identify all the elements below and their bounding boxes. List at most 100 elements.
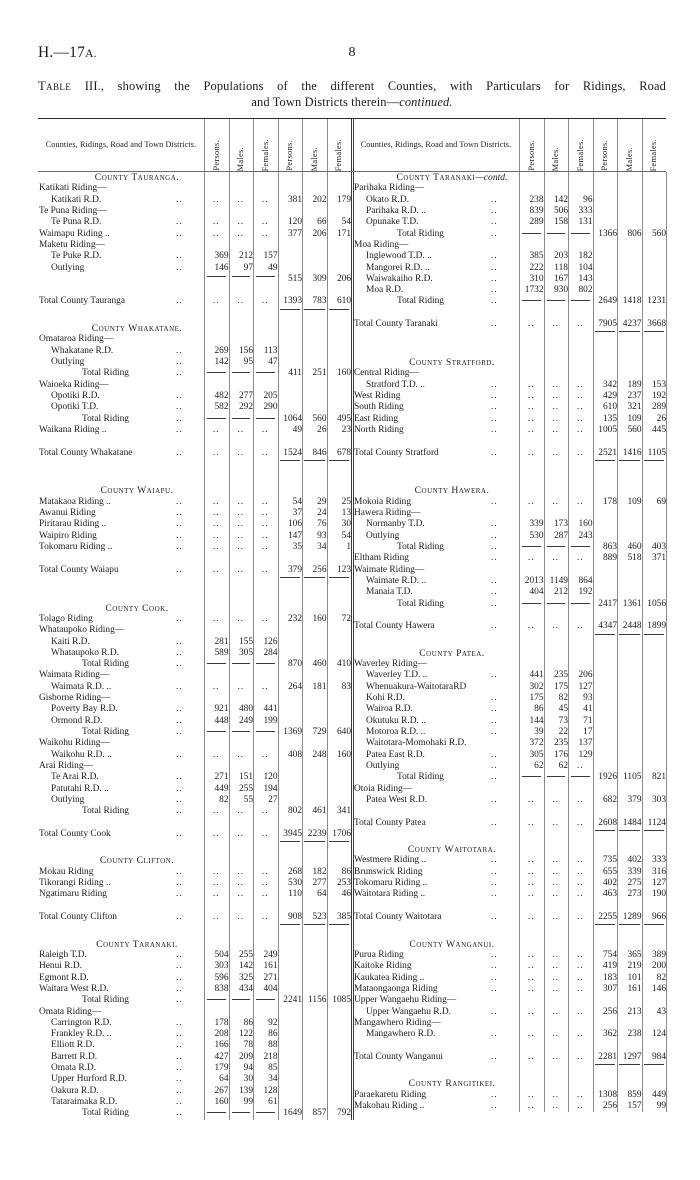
district-label: Opotiki R.D. bbox=[51, 390, 100, 401]
value-cell: 463 bbox=[602, 889, 617, 900]
section-underline bbox=[328, 459, 349, 461]
district-label: Waiwakaiho R.D. bbox=[366, 273, 433, 284]
spacer-row bbox=[38, 285, 351, 296]
riding-subheading: Mangawhero Riding— bbox=[354, 1017, 441, 1028]
column-header-name-left: Counties, Ridings, Road and Town Distric… bbox=[45, 139, 197, 149]
value-cell: 171 bbox=[336, 228, 351, 239]
value-cell: 640 bbox=[336, 727, 351, 737]
value-cell: 275 bbox=[627, 878, 642, 889]
value-cell: 155 bbox=[238, 636, 253, 647]
section-rule-row bbox=[353, 923, 666, 927]
value-cell: 1899 bbox=[647, 621, 666, 632]
value-cell: 1056 bbox=[647, 598, 666, 609]
district-label: Manaia T.D. bbox=[366, 587, 413, 598]
subtotal-underline bbox=[571, 546, 590, 547]
value-cell: 560 bbox=[312, 413, 327, 424]
value-cell: 166 bbox=[214, 1040, 229, 1051]
column-rule bbox=[277, 172, 279, 1120]
value-cell-empty: .. bbox=[237, 194, 245, 205]
value-cell: 176 bbox=[553, 749, 568, 760]
section-underline bbox=[643, 331, 664, 333]
value-cell-empty: .. bbox=[527, 878, 535, 889]
value-cell: 460 bbox=[312, 659, 327, 670]
value-cell: 205 bbox=[263, 390, 278, 401]
spacer-row bbox=[353, 334, 666, 345]
section-rule-row bbox=[353, 829, 666, 833]
district-label: Patea West R.D. bbox=[366, 794, 428, 805]
value-cell-empty: .. bbox=[237, 912, 245, 922]
value-cell: 365 bbox=[627, 949, 642, 960]
total-riding-label: Total Riding bbox=[82, 413, 129, 424]
leader-dots: .. bbox=[176, 194, 183, 205]
value-cell: 243 bbox=[578, 530, 593, 541]
value-cell: 62 bbox=[534, 760, 544, 771]
leader-dots: .. bbox=[491, 878, 498, 889]
county-heading: County Patea. bbox=[419, 647, 485, 659]
section-underline bbox=[279, 459, 300, 461]
column-rule bbox=[543, 172, 545, 1112]
value-cell: 178 bbox=[602, 496, 617, 507]
column-header-persons-4: Persons. bbox=[593, 119, 618, 171]
value-cell-empty: .. bbox=[552, 447, 560, 458]
subtotal-underline bbox=[571, 300, 590, 302]
section-underline bbox=[619, 459, 640, 461]
value-cell-empty: .. bbox=[212, 806, 220, 817]
district-label: Patutahi R.D. .. bbox=[51, 783, 109, 794]
leader-dots: .. bbox=[491, 413, 498, 424]
subtotal-underline bbox=[546, 546, 565, 547]
value-cell: 161 bbox=[627, 983, 642, 994]
value-cell: 1 bbox=[346, 542, 351, 552]
district-label: Waitotara-Momohaki R.D. bbox=[366, 738, 467, 749]
value-cell: 256 bbox=[312, 564, 327, 575]
district-label: Brunswick Riding bbox=[354, 866, 423, 877]
spacer-row bbox=[353, 474, 666, 485]
header-vrule bbox=[519, 119, 520, 171]
value-cell: 678 bbox=[336, 447, 351, 458]
value-cell-empty: .. bbox=[576, 553, 584, 564]
value-cell: 2281 bbox=[598, 1051, 617, 1062]
value-cell-empty: .. bbox=[527, 402, 535, 413]
leader-dots: .. bbox=[491, 693, 498, 704]
value-cell: 127 bbox=[651, 878, 666, 889]
value-cell: 381 bbox=[287, 194, 302, 205]
value-cell: 49 bbox=[292, 424, 302, 435]
value-cell: 146 bbox=[651, 983, 666, 994]
value-cell-empty: .. bbox=[261, 424, 269, 435]
district-label: Purua Riding bbox=[354, 949, 404, 960]
section-underline bbox=[619, 331, 640, 333]
riding-subheading: Maketu Riding— bbox=[39, 239, 105, 250]
value-cell: 2608 bbox=[598, 817, 617, 828]
section-underline bbox=[594, 331, 615, 333]
value-cell: 1064 bbox=[283, 413, 302, 424]
value-cell: 408 bbox=[287, 749, 302, 760]
value-cell: 2239 bbox=[307, 828, 327, 839]
value-cell: 17 bbox=[583, 727, 593, 737]
value-cell: 530 bbox=[287, 878, 302, 889]
column-rule bbox=[568, 172, 569, 1112]
value-cell-empty: .. bbox=[237, 296, 245, 307]
value-cell: 482 bbox=[214, 390, 229, 401]
value-cell: 582 bbox=[214, 402, 229, 413]
center-divider-rule bbox=[351, 119, 352, 171]
district-label: Te Arai R.D. bbox=[51, 772, 99, 783]
column-header-males-1: Males. bbox=[229, 119, 254, 171]
column-header-males-3-label: Males. bbox=[551, 146, 561, 171]
value-cell-empty: .. bbox=[261, 496, 269, 507]
value-cell: 127 bbox=[578, 681, 593, 692]
leader-dots: .. bbox=[491, 1101, 498, 1111]
value-cell-empty: .. bbox=[527, 390, 535, 401]
value-cell: 2241 bbox=[283, 995, 302, 1006]
leader-dots: .. bbox=[176, 772, 183, 783]
subtotal-underline bbox=[256, 275, 275, 277]
column-rule bbox=[326, 172, 328, 1120]
section-underline bbox=[328, 576, 349, 578]
leader-dots: .. bbox=[176, 519, 183, 530]
value-cell: 429 bbox=[602, 390, 617, 401]
district-label: Waimate R.D. .. bbox=[366, 575, 427, 586]
section-underline bbox=[619, 829, 640, 831]
total-county-label: Total County Taranaki bbox=[354, 319, 438, 330]
value-cell: 290 bbox=[263, 402, 278, 413]
value-cell: 530 bbox=[529, 530, 544, 541]
county-heading: County Waitotara. bbox=[407, 844, 497, 856]
